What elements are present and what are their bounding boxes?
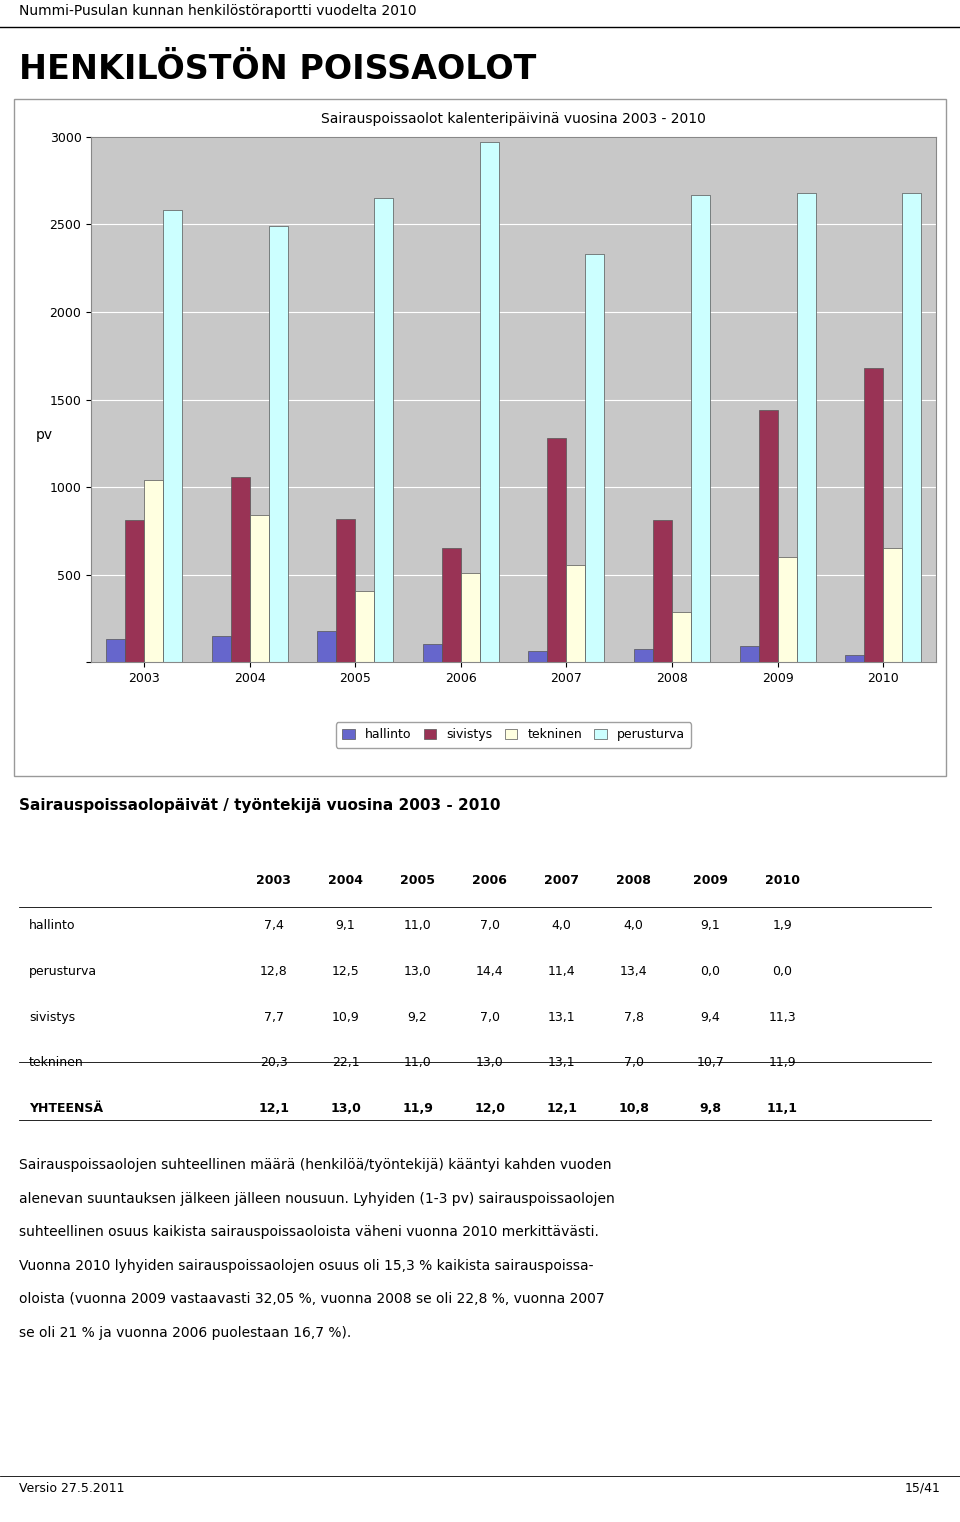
Text: 11,9: 11,9 bbox=[769, 1056, 796, 1070]
Text: 10,8: 10,8 bbox=[618, 1102, 649, 1116]
Text: 11,0: 11,0 bbox=[404, 919, 431, 933]
Bar bbox=[739, 647, 758, 662]
Text: Vuonna 2010 lyhyiden sairauspoissaolojen osuus oli 15,3 % kaikista sairauspoissa: Vuonna 2010 lyhyiden sairauspoissaolojen… bbox=[19, 1259, 593, 1272]
Text: se oli 21 % ja vuonna 2006 puolestaan 16,7 %).: se oli 21 % ja vuonna 2006 puolestaan 16… bbox=[19, 1326, 351, 1339]
Text: 10,7: 10,7 bbox=[696, 1056, 725, 1070]
Text: 12,5: 12,5 bbox=[332, 965, 359, 979]
Text: 9,1: 9,1 bbox=[336, 919, 355, 933]
Text: 13,1: 13,1 bbox=[548, 1056, 575, 1070]
Text: 2006: 2006 bbox=[472, 874, 507, 887]
Title: Sairauspoissaolot kalenteripäivinä vuosina 2003 - 2010: Sairauspoissaolot kalenteripäivinä vuosi… bbox=[322, 113, 706, 126]
Bar bbox=[691, 195, 710, 662]
Text: 11,1: 11,1 bbox=[767, 1102, 798, 1116]
Bar bbox=[566, 565, 586, 662]
Text: 12,1: 12,1 bbox=[258, 1102, 289, 1116]
Text: 2003: 2003 bbox=[256, 874, 291, 887]
Text: perusturva: perusturva bbox=[29, 965, 97, 979]
Text: 9,2: 9,2 bbox=[408, 1011, 427, 1024]
Text: 12,8: 12,8 bbox=[260, 965, 287, 979]
Bar bbox=[163, 210, 182, 662]
Bar bbox=[845, 654, 864, 662]
Text: tekninen: tekninen bbox=[29, 1056, 84, 1070]
Text: 11,0: 11,0 bbox=[404, 1056, 431, 1070]
Text: 7,7: 7,7 bbox=[264, 1011, 283, 1024]
Y-axis label: pv: pv bbox=[36, 428, 54, 441]
Text: 4,0: 4,0 bbox=[552, 919, 571, 933]
Text: Sairauspoissaolojen suhteellinen määrä (henkilöä/työntekijä) kääntyi kahden vuod: Sairauspoissaolojen suhteellinen määrä (… bbox=[19, 1158, 612, 1172]
Text: 20,3: 20,3 bbox=[260, 1056, 287, 1070]
Bar bbox=[230, 478, 250, 662]
Text: suhteellinen osuus kaikista sairauspoissaoloista väheni vuonna 2010 merkittäväst: suhteellinen osuus kaikista sairauspoiss… bbox=[19, 1225, 599, 1239]
Text: 14,4: 14,4 bbox=[476, 965, 503, 979]
Bar bbox=[374, 198, 394, 662]
Text: 0,0: 0,0 bbox=[701, 965, 720, 979]
Text: 12,0: 12,0 bbox=[474, 1102, 505, 1116]
Text: 7,8: 7,8 bbox=[624, 1011, 643, 1024]
Text: 10,9: 10,9 bbox=[332, 1011, 359, 1024]
Text: 11,9: 11,9 bbox=[402, 1102, 433, 1116]
Text: 13,1: 13,1 bbox=[548, 1011, 575, 1024]
Text: 7,0: 7,0 bbox=[624, 1056, 643, 1070]
Text: 1,9: 1,9 bbox=[773, 919, 792, 933]
Bar bbox=[125, 521, 144, 662]
Bar bbox=[442, 548, 461, 662]
Text: 13,0: 13,0 bbox=[476, 1056, 503, 1070]
Text: 13,0: 13,0 bbox=[330, 1102, 361, 1116]
Text: 2010: 2010 bbox=[765, 874, 800, 887]
Bar bbox=[797, 193, 816, 662]
Text: 2004: 2004 bbox=[328, 874, 363, 887]
Bar bbox=[211, 636, 230, 662]
Bar bbox=[528, 651, 547, 662]
Text: YHTEENSÄ: YHTEENSÄ bbox=[29, 1102, 103, 1116]
Text: 9,1: 9,1 bbox=[701, 919, 720, 933]
Text: 4,0: 4,0 bbox=[624, 919, 643, 933]
Bar bbox=[634, 648, 653, 662]
Text: 9,4: 9,4 bbox=[701, 1011, 720, 1024]
Bar bbox=[758, 409, 778, 662]
Text: 12,1: 12,1 bbox=[546, 1102, 577, 1116]
Bar bbox=[269, 227, 288, 662]
Text: 13,0: 13,0 bbox=[404, 965, 431, 979]
Text: hallinto: hallinto bbox=[29, 919, 75, 933]
Bar bbox=[902, 193, 922, 662]
Text: 11,4: 11,4 bbox=[548, 965, 575, 979]
Text: 0,0: 0,0 bbox=[773, 965, 792, 979]
Text: 13,4: 13,4 bbox=[620, 965, 647, 979]
Text: Versio 27.5.2011: Versio 27.5.2011 bbox=[19, 1481, 125, 1495]
Bar bbox=[883, 548, 902, 662]
Text: sivistys: sivistys bbox=[29, 1011, 75, 1024]
Text: 2008: 2008 bbox=[616, 874, 651, 887]
Bar bbox=[547, 438, 566, 662]
Text: 2007: 2007 bbox=[544, 874, 579, 887]
Bar bbox=[317, 632, 336, 662]
Text: 15/41: 15/41 bbox=[905, 1481, 941, 1495]
Text: 7,4: 7,4 bbox=[264, 919, 283, 933]
Bar bbox=[778, 557, 797, 662]
Bar bbox=[106, 639, 125, 662]
Text: Sairauspoissaolopäivät / työntekijä vuosina 2003 - 2010: Sairauspoissaolopäivät / työntekijä vuos… bbox=[19, 798, 501, 813]
Text: 7,0: 7,0 bbox=[480, 919, 499, 933]
Text: oloista (vuonna 2009 vastaavasti 32,05 %, vuonna 2008 se oli 22,8 %, vuonna 2007: oloista (vuonna 2009 vastaavasti 32,05 %… bbox=[19, 1292, 605, 1306]
Bar bbox=[672, 612, 691, 662]
Text: 7,0: 7,0 bbox=[480, 1011, 499, 1024]
Bar bbox=[250, 514, 269, 662]
Bar bbox=[336, 519, 355, 662]
Text: 11,3: 11,3 bbox=[769, 1011, 796, 1024]
Text: Nummi-Pusulan kunnan henkilöstöraportti vuodelta 2010: Nummi-Pusulan kunnan henkilöstöraportti … bbox=[19, 3, 417, 18]
Bar bbox=[864, 368, 883, 662]
Text: 9,8: 9,8 bbox=[700, 1102, 721, 1116]
Bar bbox=[586, 254, 605, 662]
Bar bbox=[480, 142, 499, 662]
Text: 22,1: 22,1 bbox=[332, 1056, 359, 1070]
Bar bbox=[461, 572, 480, 662]
Bar bbox=[422, 644, 442, 662]
Text: alenevan suuntauksen jälkeen jälleen nousuun. Lyhyiden (1-3 pv) sairauspoissaolo: alenevan suuntauksen jälkeen jälleen nou… bbox=[19, 1192, 615, 1205]
Text: 2009: 2009 bbox=[693, 874, 728, 887]
Bar bbox=[144, 479, 163, 662]
Text: HENKILÖSTÖN POISSAOLOT: HENKILÖSTÖN POISSAOLOT bbox=[19, 53, 537, 87]
Bar bbox=[653, 521, 672, 662]
Bar bbox=[355, 591, 374, 662]
Legend: hallinto, sivistys, tekninen, perusturva: hallinto, sivistys, tekninen, perusturva bbox=[336, 723, 691, 747]
Text: 2005: 2005 bbox=[400, 874, 435, 887]
